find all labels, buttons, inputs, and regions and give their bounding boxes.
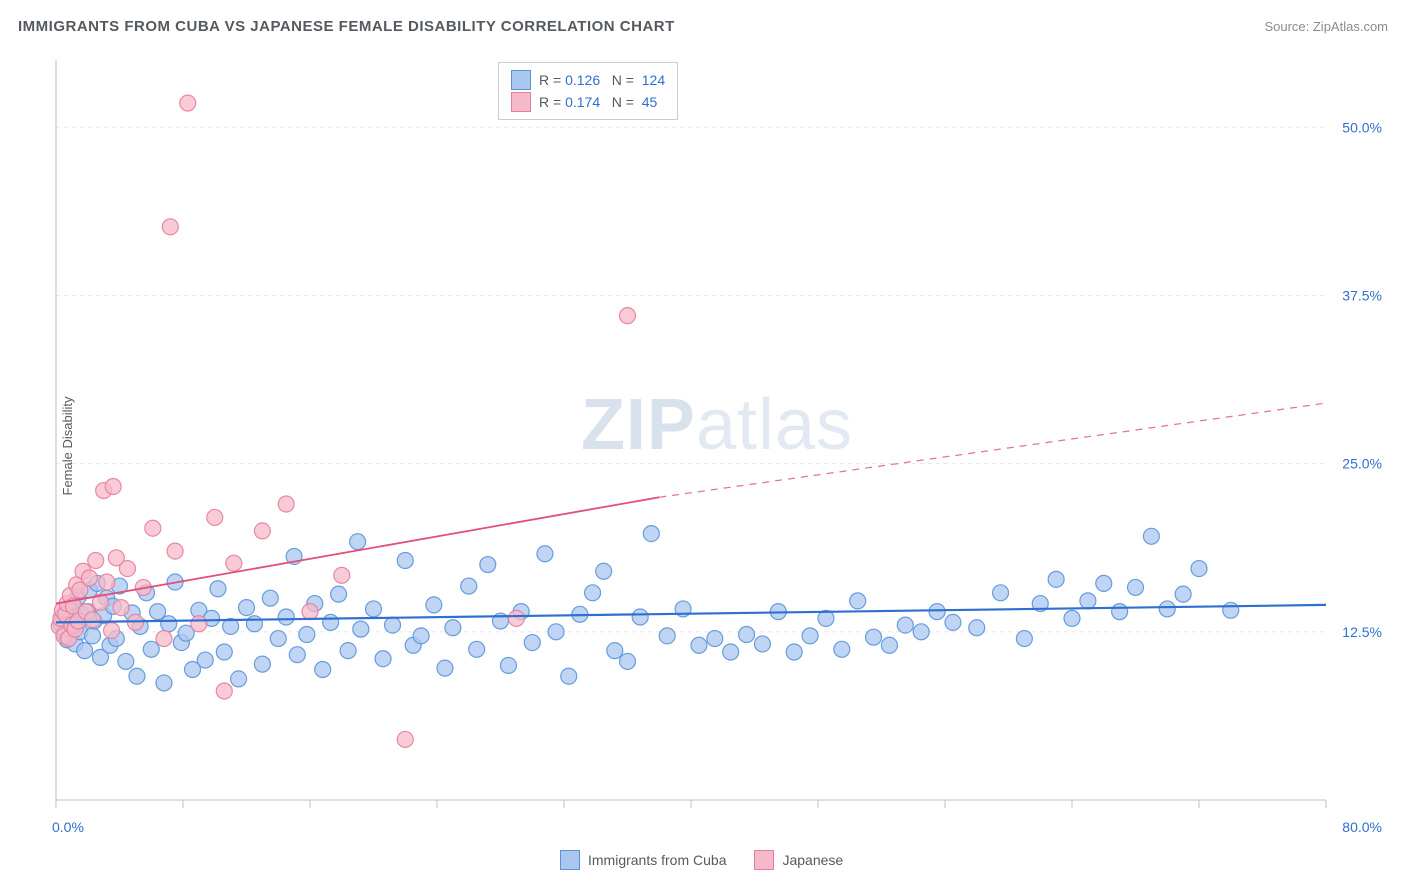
legend-swatch: [754, 850, 774, 870]
svg-text:50.0%: 50.0%: [1342, 119, 1382, 135]
svg-text:37.5%: 37.5%: [1342, 287, 1382, 303]
legend-item: Japanese: [754, 850, 843, 870]
svg-text:12.5%: 12.5%: [1342, 624, 1382, 640]
series-legend: Immigrants from Cuba Japanese: [560, 850, 843, 870]
legend-swatch: [511, 92, 531, 112]
legend-swatch: [511, 70, 531, 90]
svg-text:25.0%: 25.0%: [1342, 456, 1382, 472]
stat-legend-row: R = 0.174 N = 45: [511, 91, 665, 113]
chart-title: IMMIGRANTS FROM CUBA VS JAPANESE FEMALE …: [18, 18, 675, 35]
legend-swatch: [560, 850, 580, 870]
legend-label: Immigrants from Cuba: [588, 852, 726, 868]
scatter-chart: 12.5% 25.0% 37.5% 50.0% 0.0% 80.0%: [46, 46, 1388, 836]
stat-legend: R = 0.126 N = 124R = 0.174 N = 45: [498, 62, 678, 120]
legend-label: Japanese: [782, 852, 843, 868]
svg-text:0.0%: 0.0%: [52, 819, 84, 835]
stat-legend-row: R = 0.126 N = 124: [511, 69, 665, 91]
legend-item: Immigrants from Cuba: [560, 850, 726, 870]
chart-plot: 12.5%25.0%37.5%50.0%0.0%80.0% ZIPatlas R…: [46, 46, 1388, 836]
svg-text:80.0%: 80.0%: [1342, 819, 1382, 835]
source-label: Source: ZipAtlas.com: [1264, 19, 1388, 34]
